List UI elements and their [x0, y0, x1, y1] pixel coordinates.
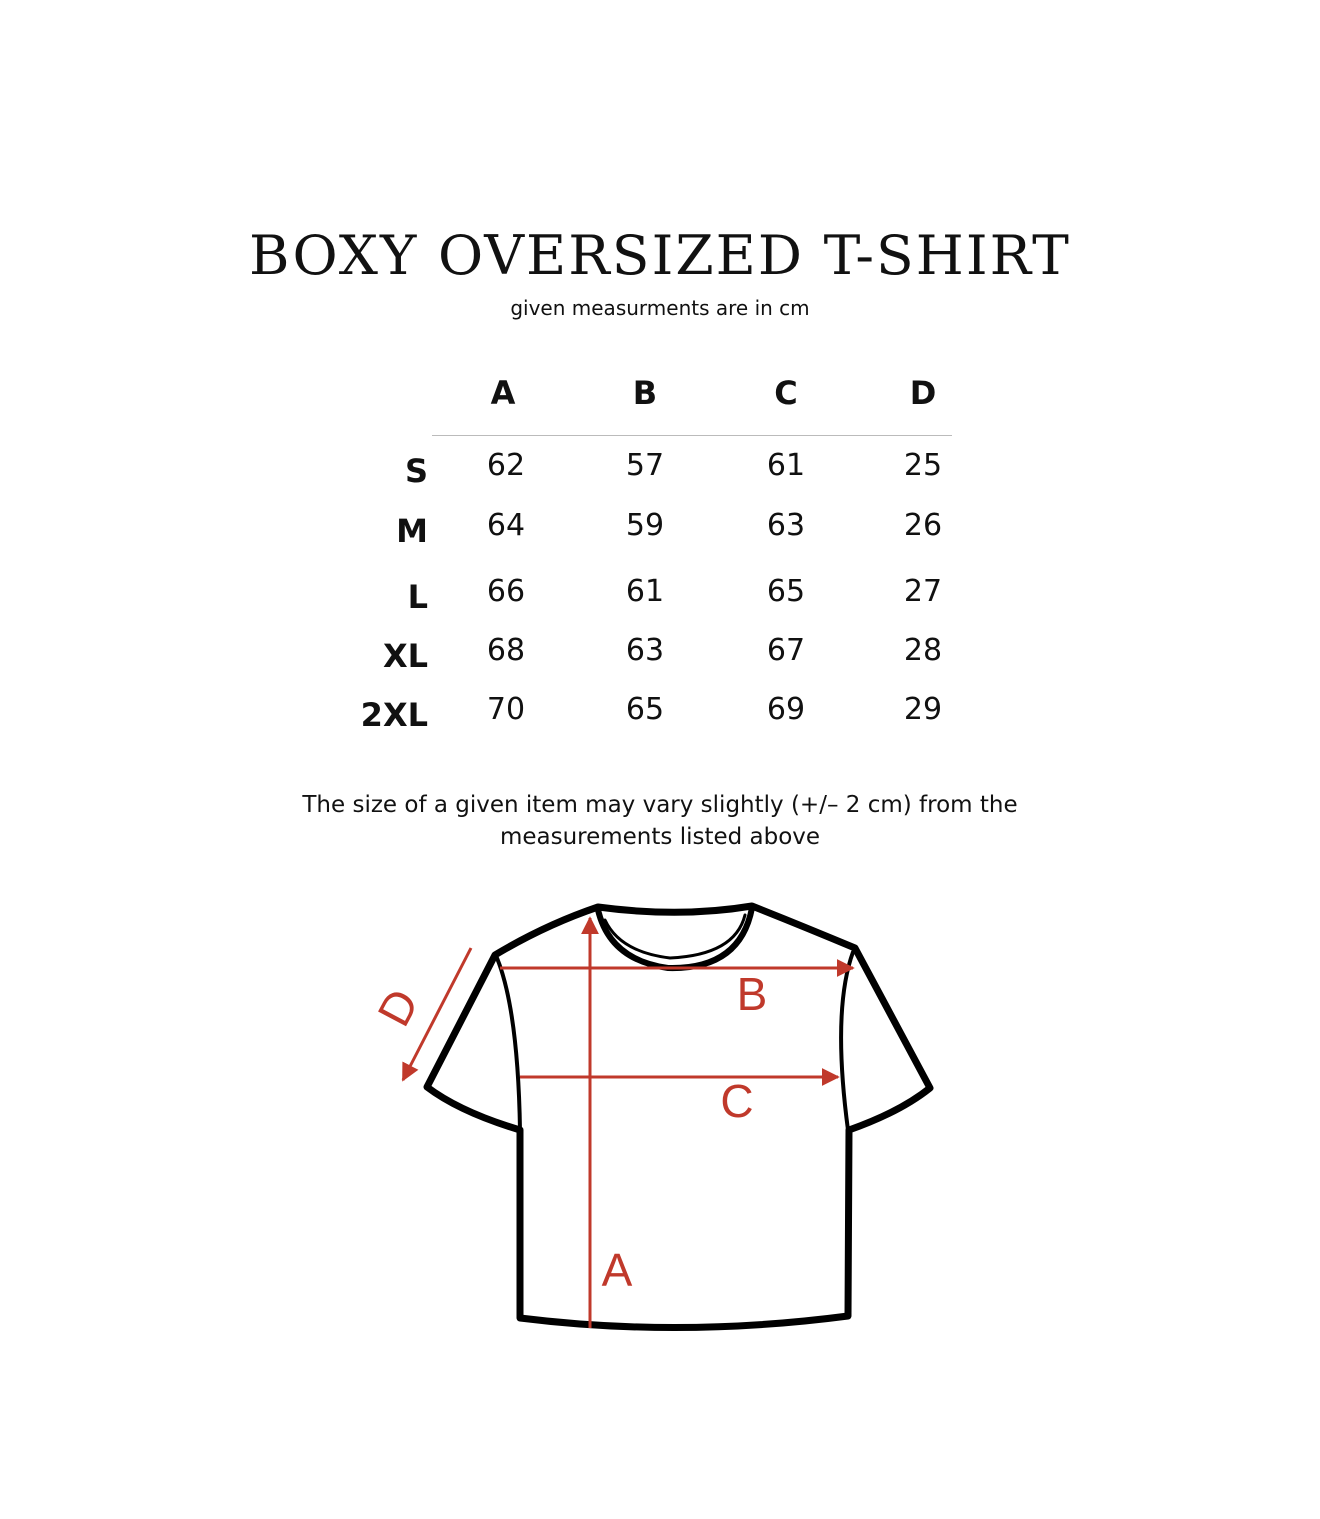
measurement-arrows	[401, 916, 855, 1328]
size-label: M	[396, 512, 428, 550]
note-line-1: The size of a given item may vary slight…	[302, 792, 1018, 818]
table-cell: 62	[486, 448, 526, 483]
table-cell: 59	[625, 508, 665, 543]
size-label: XL	[382, 637, 428, 675]
table-cell: 65	[625, 692, 665, 727]
column-header-c: C	[774, 374, 798, 412]
label-a: A	[602, 1244, 633, 1296]
table-cell: 63	[766, 508, 806, 543]
table-cell: 28	[903, 633, 943, 668]
size-variance-note: The size of a given item may vary slight…	[0, 789, 1320, 853]
column-header-b: B	[632, 374, 658, 412]
page-title: BOXY OVERSIZED T-SHIRT	[249, 224, 1071, 287]
table-cell: 57	[625, 448, 665, 483]
table-cell: 65	[766, 574, 806, 609]
table-cell: 67	[766, 633, 806, 668]
table-cell: 64	[486, 508, 526, 543]
table-cell: 61	[625, 574, 665, 609]
table-cell: 61	[766, 448, 806, 483]
subtitle: given measurments are in cm	[510, 296, 810, 320]
table-cell: 69	[766, 692, 806, 727]
table-cell: 26	[903, 508, 943, 543]
size-label: S	[404, 452, 428, 490]
note-line-2: measurements listed above	[499, 824, 821, 850]
table-cell: 68	[486, 633, 526, 668]
label-c: C	[720, 1075, 753, 1127]
header-divider	[432, 435, 952, 436]
column-header-d: D	[909, 374, 937, 412]
table-cell: 70	[486, 692, 526, 727]
table-cell: 63	[625, 633, 665, 668]
size-label: 2XL	[360, 696, 428, 734]
table-cell: 29	[903, 692, 943, 727]
label-b: B	[737, 968, 768, 1020]
table-cell: 66	[486, 574, 526, 609]
table-cell: 27	[903, 574, 943, 609]
column-header-a: A	[490, 374, 516, 412]
size-label: L	[407, 578, 428, 616]
label-d: D	[367, 981, 429, 1035]
measure-d-arrow	[401, 947, 473, 1082]
table-cell: 25	[903, 448, 943, 483]
